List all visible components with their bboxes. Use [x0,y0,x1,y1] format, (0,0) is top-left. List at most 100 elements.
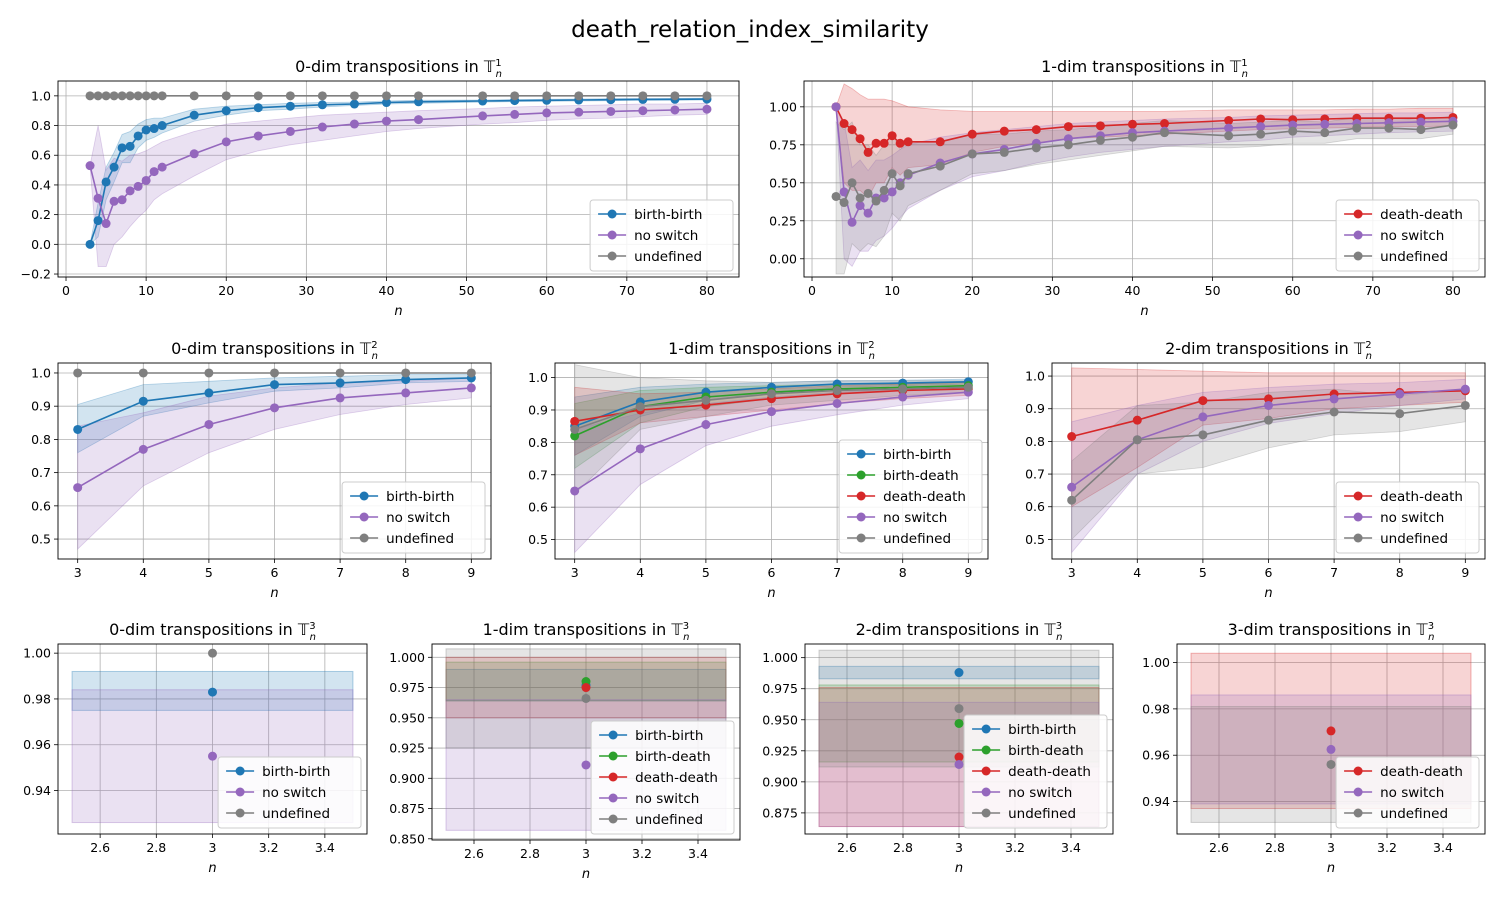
data-point-undefined [73,368,83,378]
data-point-undefined [887,169,897,179]
x-tick-label: 5 [205,565,213,580]
legend-marker [359,512,369,522]
legend-label: no switch [635,791,699,807]
data-point-no-switch [701,420,711,430]
data-point-undefined [1067,495,1077,505]
panel-4: 2-dim transpositions in 𝕋2 n 3 4 5 6 7 8 9 0.5 0.6… [1025,339,1486,601]
x-tick-label: 3 [209,840,217,855]
legend: birth-birth no switch undefined [341,481,486,554]
y-tick-label: −0.2 [21,267,51,282]
data-point-death-death [1063,122,1073,132]
x-tick-label: 2.6 [90,840,110,855]
legend-box [1335,481,1480,554]
data-point-undefined [839,198,849,208]
data-point-birth-birth [149,124,159,134]
legend-marker [856,512,866,522]
data-point-death-death [1198,396,1208,406]
data-point-birth-birth [270,380,279,390]
data-point-no-switch [221,137,231,147]
data-point-undefined [1256,129,1266,139]
data-point-birth-birth [317,100,327,110]
legend-marker [981,787,991,797]
data-point-no-switch [349,119,359,129]
data-point-no-switch [253,131,263,141]
data-point-no-switch [117,195,127,205]
data-point-undefined [109,91,119,101]
data-point-undefined [903,169,913,179]
data-point-death-death [935,137,945,147]
data-point-undefined [93,91,103,101]
legend-label: undefined [1008,806,1076,822]
data-point-undefined [478,91,488,101]
x-tick-label: 3.2 [1377,840,1397,855]
legend: birth-birth birth-death death-death no swit… [838,439,983,554]
data-point-undefined [221,91,231,101]
plot-frame [431,643,741,841]
x-tick-label: 2.6 [1209,840,1229,855]
data-point-undefined [270,368,279,378]
legend-marker [359,533,369,543]
x-tick-label: 70 [1365,283,1381,298]
plot-frame [1051,362,1486,560]
data-point-undefined [1352,123,1362,133]
panel-1: 1-dim transpositions in 𝕋1 n 0 10 20 30 40 50 60… [769,57,1486,319]
data-point-no-switch [863,208,873,218]
band-no-switch [574,385,969,554]
data-point-death-death [847,125,857,135]
data-point-no-switch [570,486,580,496]
data-point-undefined [767,389,776,399]
x-axis-label: n [270,586,278,601]
data-point-birth-birth [85,239,95,249]
data-point-no-switch [133,181,143,191]
y-tick-label: 0.850 [389,831,425,846]
data-point-death-death [863,147,873,157]
legend-label: undefined [386,531,454,547]
data-point-undefined [1320,128,1330,138]
y-tick-label: 0.9 [31,399,51,414]
data-point-undefined [702,91,712,101]
panel-3: 1-dim transpositions in 𝕋2 n 3 4 5 6 7 8 9 0.5 0.6… [528,339,989,601]
data-point-no-switch [1198,412,1208,422]
y-tick-label: 0.900 [389,771,425,786]
panel-title: 0-dim transpositions in 𝕋2 n [171,339,378,362]
data-point-no-switch [887,187,897,197]
x-tick-label: 40 [379,283,395,298]
x-tick-label: 2.8 [520,846,540,861]
data-point-undefined [1288,126,1298,136]
data-point-no-switch [125,186,135,196]
data-point-no-switch [702,104,712,114]
data-point-undefined [1416,125,1426,135]
legend-label: no switch [262,785,326,801]
data-point-no-switch [839,187,849,197]
data-point-undefined [133,91,143,101]
legend-marker [359,491,369,501]
x-tick-label: 3.4 [1061,840,1081,855]
y-tick-label: 0.00 [769,251,797,266]
x-tick-label: 70 [619,283,635,298]
data-point-no-switch [317,122,327,132]
data-point-no-switch [1067,482,1077,492]
x-tick-label: 10 [884,283,900,298]
data-point-no-switch [85,161,95,171]
legend-label: death-death [635,770,718,786]
data-point-undefined [1224,131,1234,141]
data-point-undefined [414,91,424,101]
y-tick-label: 0.6 [528,500,548,515]
x-axis-label: n [955,861,963,876]
x-tick-label: 2.8 [1265,840,1285,855]
band-no-switch [77,377,472,550]
y-tick-label: 1.0 [1025,369,1045,384]
x-tick-label: 8 [402,565,410,580]
data-point-no-switch [638,106,648,116]
data-point-no-switch [285,126,295,136]
y-tick-label: 0.8 [31,432,51,447]
data-point-undefined [855,193,865,203]
legend-marker [981,724,991,734]
legend-label: undefined [1380,806,1448,822]
legend: birth-birth no switch undefined [589,199,734,272]
data-point-undefined [831,191,841,201]
data-point-undefined [285,91,295,101]
data-point-no-switch [208,751,217,761]
data-point-undefined [1063,140,1073,150]
data-point-death-death [871,138,881,148]
